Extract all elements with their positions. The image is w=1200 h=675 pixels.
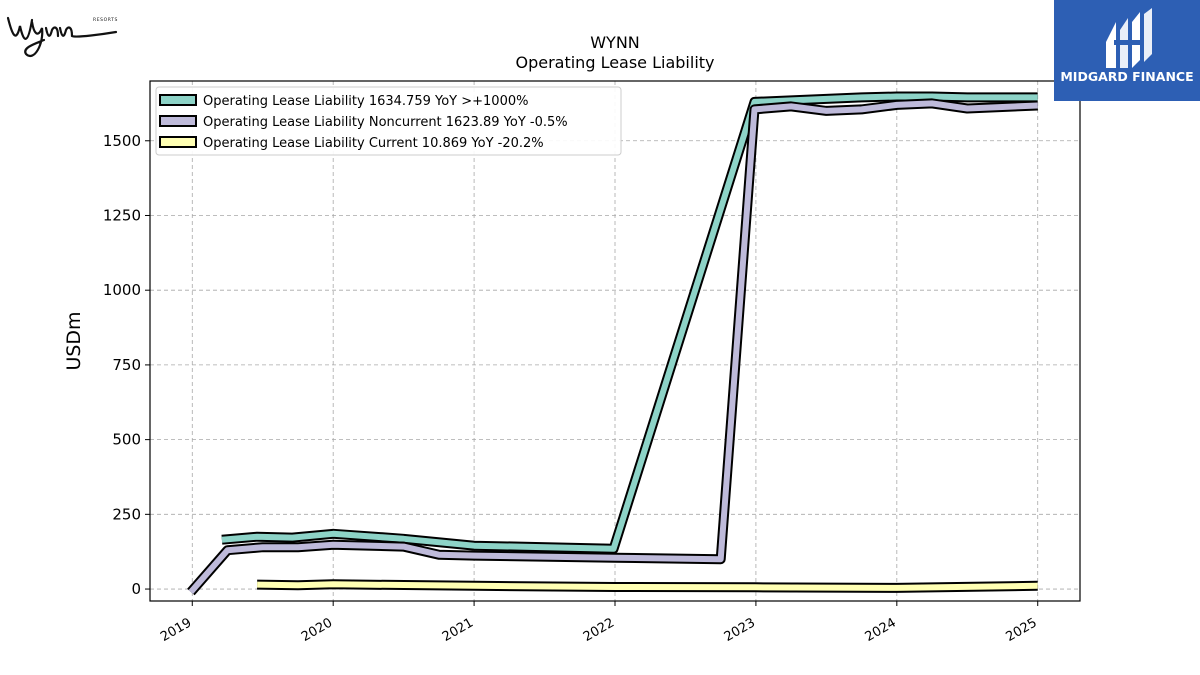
wynn-signature-icon [6,16,118,57]
legend-swatch [159,94,197,106]
chart-subtitle: Operating Lease Liability [515,53,714,72]
y-tick-label: 1500 [103,132,141,150]
x-tick-label: 2022 [581,615,617,645]
series-line-2 [188,100,1038,594]
chart-title: WYNN [590,33,640,52]
midgard-emblem-icon [1106,8,1152,68]
series-outline-1 [221,91,1038,554]
y-axis: 0 250 500 750 1000 1250 1500 [103,132,150,598]
wynn-resorts-logo: RESORTS [4,4,128,60]
legend-entry-label: Operating Lease Liability 1634.759 YoY >… [203,94,528,109]
series-line-3 [257,581,1038,591]
x-tick-label: 2023 [722,615,758,645]
legend: Operating Lease Liability 1634.759 YoY >… [155,86,622,156]
x-tick-label: 2025 [1004,615,1040,645]
grid [150,81,1080,601]
x-tick-label: 2021 [440,615,476,645]
series-layer [187,91,1038,596]
legend-entry-label: Operating Lease Liability Noncurrent 162… [203,115,568,130]
x-tick-label: 2020 [299,615,335,645]
midgard-logo-text: MIDGARD FINANCE [1060,69,1194,84]
y-tick-label: 500 [112,431,141,449]
wynn-logo-sub: RESORTS [93,18,118,23]
y-tick-label: 250 [112,505,141,523]
legend-swatch [159,115,197,127]
y-tick-label: 750 [112,356,141,374]
series-line-1 [221,93,1038,552]
midgard-finance-logo: MIDGARD FINANCE [1054,0,1200,101]
legend-swatch [159,136,197,148]
y-tick-label: 0 [131,580,141,598]
y-axis-label: USDm [63,311,85,370]
series-outline-2 [187,98,1038,596]
y-tick-label: 1000 [103,281,141,299]
x-axis: 2019 2020 2021 2022 2023 2024 2025 [158,601,1040,645]
x-tick-label: 2019 [158,615,194,645]
legend-box [155,86,622,156]
x-tick-label: 2024 [863,615,899,645]
legend-entry-label: Operating Lease Liability Current 10.869… [203,136,544,151]
y-tick-label: 1250 [103,206,141,224]
